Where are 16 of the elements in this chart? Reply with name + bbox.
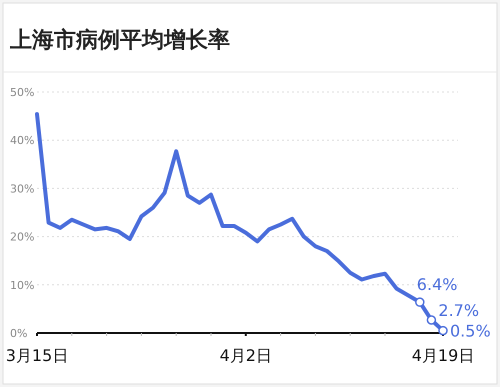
data-label: 0.5% (450, 322, 491, 341)
y-tick-label: 40% (10, 134, 34, 148)
x-tick-label: 4月2日 (220, 346, 272, 365)
data-label: 6.4% (416, 275, 458, 294)
point (426, 315, 436, 325)
x-tick-label: 4月19日 (412, 346, 474, 365)
y-tick-label: 10% (10, 278, 34, 292)
x-tick-label: 3月15日 (6, 346, 68, 365)
y-tick-label: 20% (10, 230, 34, 244)
y-tick-label: 30% (10, 182, 34, 196)
point (415, 297, 425, 307)
y-tick-label: 50% (10, 86, 34, 99)
title: 上海市病例平均增长率 (10, 28, 230, 53)
y-tick-label: 0% (10, 327, 28, 340)
data-label: 2.7% (438, 300, 480, 320)
point (438, 326, 448, 336)
